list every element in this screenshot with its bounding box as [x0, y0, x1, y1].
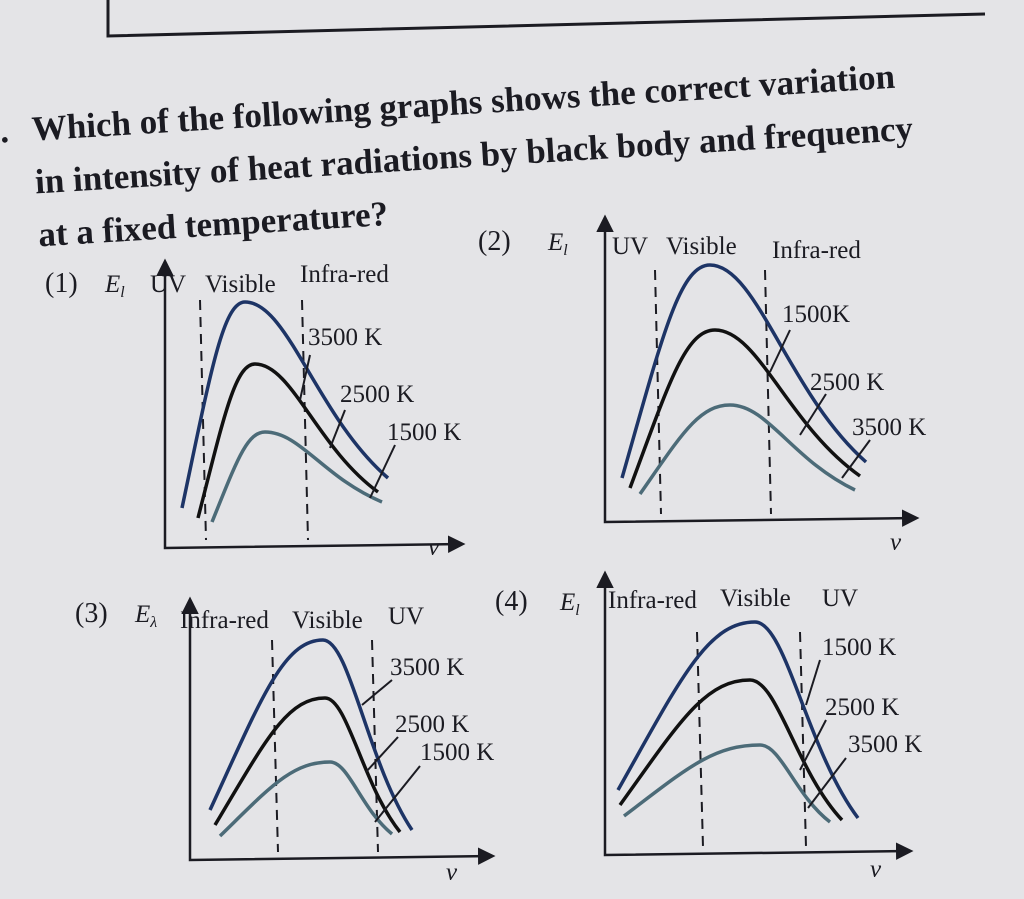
axes — [596, 214, 920, 527]
option-graph: (3) Eλ ν Infra-red Visible UV 3500 K 2500 K1500… — [75, 596, 496, 886]
region-divider — [764, 269, 772, 515]
leader-line — [329, 409, 346, 449]
y-axis-label: Eλ — [134, 601, 157, 631]
curve-label: 2500 K — [810, 369, 884, 396]
spectrum-curve — [213, 696, 402, 834]
region-label: Infra-red — [300, 261, 389, 288]
previous-box — [106, 0, 986, 38]
region-divider — [271, 639, 279, 853]
x-axis-label: ν — [890, 529, 902, 556]
leader-line — [374, 765, 421, 823]
leader-line — [769, 329, 791, 373]
axes — [596, 570, 914, 860]
region-label: Visible — [720, 585, 791, 612]
curve-label: 1500 K — [420, 739, 494, 766]
curve-label: 1500K — [782, 301, 850, 328]
question-line: at a fixed temperature? — [37, 194, 389, 254]
option-label: (3) — [75, 598, 108, 629]
option-label: (4) — [495, 586, 528, 617]
curve-label: 1500 K — [387, 419, 461, 446]
y-axis-subscript: l — [575, 602, 580, 619]
question: . Which of the following graphs shows th… — [0, 57, 914, 255]
curve-label: 3500 K — [308, 324, 382, 351]
curve-label: 3500 K — [852, 414, 926, 441]
region-divider — [654, 269, 662, 515]
curve-label: 1500 K — [822, 634, 896, 661]
y-axis-label: El — [559, 589, 580, 619]
x-axis-label: ν — [428, 534, 440, 561]
region-label: UV — [388, 603, 424, 630]
y-axis-subscript: λ — [149, 614, 157, 631]
y-axis-label: El — [547, 229, 568, 259]
axes — [181, 596, 496, 865]
region-label: UV — [612, 233, 648, 260]
option-graph: (2) El ν UV Visible Infra-red 1500K 2500 K 3500 … — [478, 214, 926, 556]
region-divider — [696, 631, 704, 848]
leader-line — [361, 679, 393, 706]
leader-line — [805, 659, 821, 706]
region-label: UV — [150, 271, 186, 298]
leader-line — [841, 439, 871, 479]
option-graph: (4) El ν Infra-red Visible UV 1500 K 2500 K 3500… — [495, 570, 922, 883]
region-label: Infra-red — [180, 607, 269, 634]
curve-label: 2500 K — [340, 381, 414, 408]
curve-label: 2500 K — [825, 694, 899, 721]
y-axis-subscript: l — [120, 284, 125, 301]
spectrum-curve — [210, 430, 383, 523]
option-graph: (1) El ν UV Visible Infra-red 3500 K 2500 K 1500… — [45, 258, 466, 561]
spectrum-curve — [180, 300, 390, 509]
region-label: UV — [822, 585, 858, 612]
region-label: Infra-red — [608, 587, 697, 614]
region-divider — [301, 299, 309, 541]
curve-label: 3500 K — [390, 654, 464, 681]
y-axis-subscript: l — [563, 242, 568, 259]
spectrum-curve — [218, 760, 394, 838]
option-label: (1) — [45, 268, 78, 299]
leader-line — [799, 719, 827, 771]
region-divider — [199, 299, 207, 541]
region-divider — [799, 631, 807, 848]
spectrum-curve — [620, 263, 868, 479]
leader-line — [365, 736, 399, 773]
region-label: Infra-red — [772, 237, 861, 264]
leader-line — [807, 757, 847, 809]
spectrum-curve — [638, 403, 856, 496]
region-label: Visible — [205, 271, 276, 298]
option-label: (2) — [478, 226, 511, 257]
leader-line — [369, 444, 396, 499]
region-label: Visible — [666, 233, 737, 260]
spectrum-curve — [618, 678, 844, 822]
x-axis-label: ν — [446, 859, 458, 886]
leader-line — [799, 393, 827, 436]
x-axis-label: ν — [870, 856, 882, 883]
leader-line — [299, 354, 311, 401]
region-label: Visible — [292, 607, 363, 634]
spectrum-curve — [616, 620, 860, 820]
curve-label: 2500 K — [395, 711, 469, 738]
axes — [156, 258, 466, 553]
curve-label: 3500 K — [848, 731, 922, 758]
y-axis-label: El — [104, 271, 125, 301]
spectrum-curve — [622, 743, 832, 824]
question-number: . — [0, 111, 10, 150]
spectrum-curve — [628, 328, 862, 489]
